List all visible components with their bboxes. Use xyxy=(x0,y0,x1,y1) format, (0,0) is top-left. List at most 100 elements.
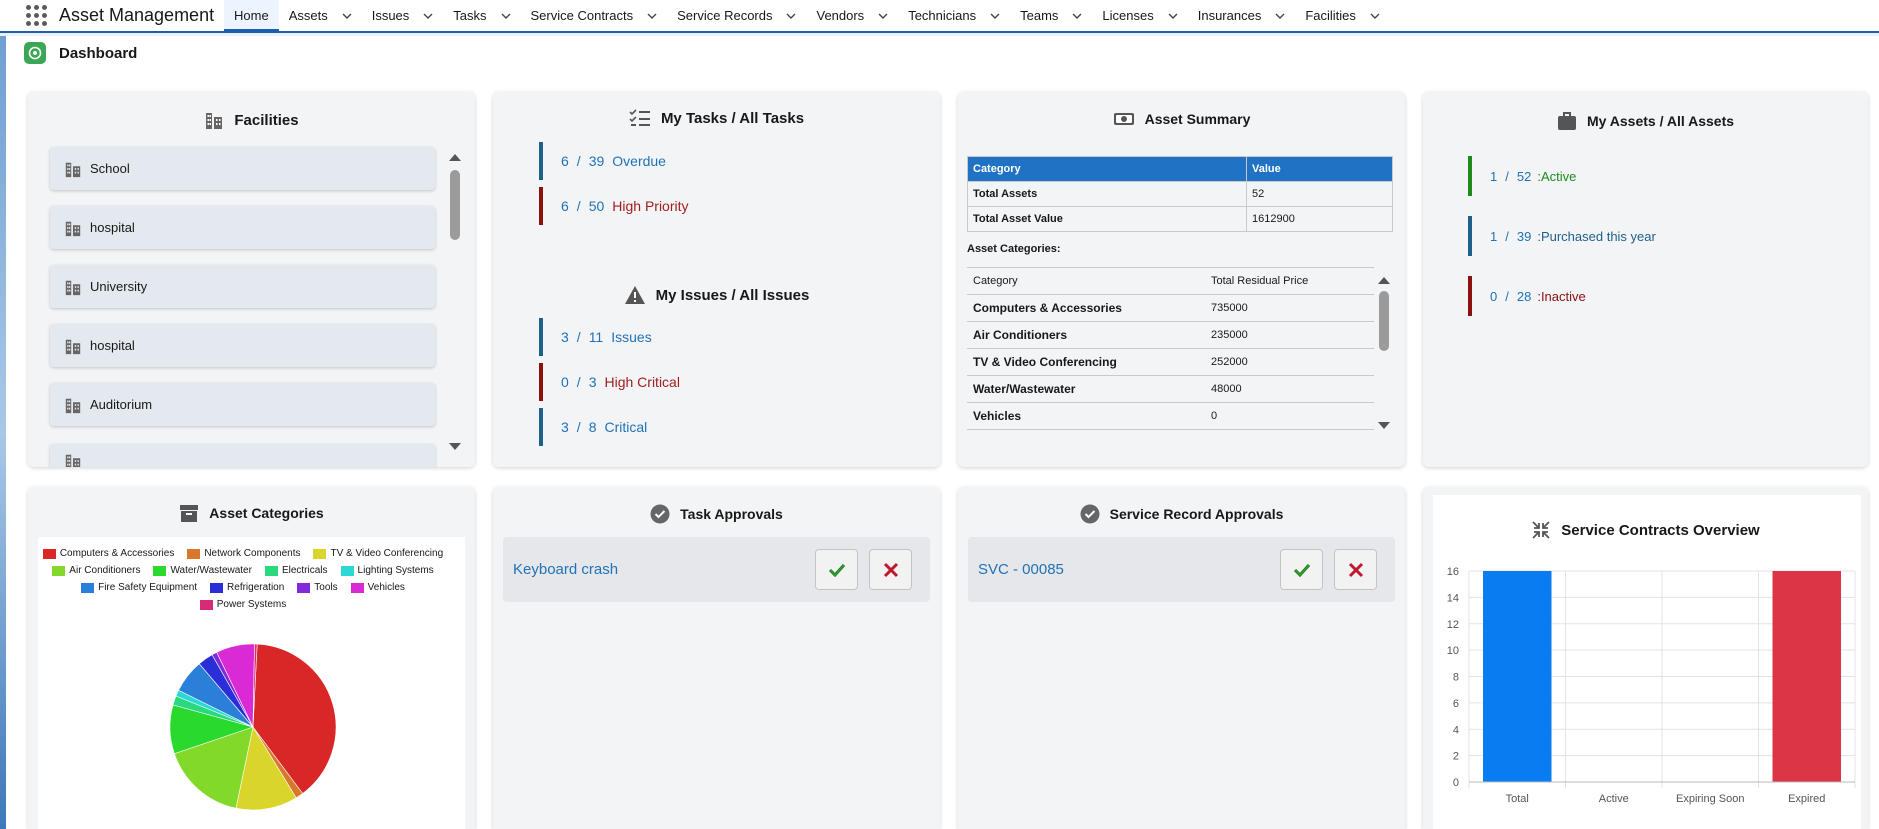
legend-item[interactable]: Network Components xyxy=(187,547,300,560)
facility-item[interactable]: University xyxy=(50,265,435,308)
nav-tab-service-contracts[interactable]: Service Contracts xyxy=(521,0,668,32)
nav-tab-insurances[interactable]: Insurances xyxy=(1188,0,1296,32)
tasks-stat-row[interactable]: 6 / 50 High Priority xyxy=(539,187,689,225)
approval-item: SVC - 00085 xyxy=(968,537,1395,602)
all-count: 8 xyxy=(588,419,597,435)
nav-tab-issues[interactable]: Issues xyxy=(362,0,444,32)
tasks-stat-row[interactable]: 6 / 39 Overdue xyxy=(539,142,666,180)
approval-item-link[interactable]: Keyboard crash xyxy=(513,561,619,578)
pie-slice[interactable] xyxy=(252,643,258,728)
scroll-down-icon[interactable] xyxy=(448,442,462,452)
nav-tab-technicians[interactable]: Technicians xyxy=(898,0,1010,32)
scroll-down-icon[interactable] xyxy=(1377,421,1391,431)
nav-tab-label: Insurances xyxy=(1197,8,1262,23)
facility-name: hospital xyxy=(90,338,135,353)
issues-stat-row[interactable]: 3 / 8 Critical xyxy=(539,408,647,446)
facility-item[interactable]: hospital xyxy=(50,324,435,367)
categories-scrollbar[interactable] xyxy=(1377,275,1391,431)
my-assets-stat-row[interactable]: 1 / 39:Purchased this year xyxy=(1468,216,1656,256)
reject-button[interactable] xyxy=(1334,549,1377,590)
reject-button[interactable] xyxy=(869,549,912,590)
issues-stat-row[interactable]: 0 / 3 High Critical xyxy=(539,363,680,401)
nav-tab-tasks[interactable]: Tasks xyxy=(443,0,520,32)
pie-slice[interactable] xyxy=(252,643,337,794)
chevron-down-icon[interactable] xyxy=(1275,11,1285,21)
legend-item[interactable]: Electricals xyxy=(264,564,328,577)
x-tick-label: Active xyxy=(1599,793,1629,805)
all-count: 39 xyxy=(588,153,605,169)
nav-tab-home[interactable]: Home xyxy=(224,0,279,32)
table-row: Air Conditioners 235000 xyxy=(967,321,1374,349)
asset-summary-table: Category Value Total Assets 52 Total Asset… xyxy=(967,156,1393,232)
my-count: 0 xyxy=(1490,288,1498,304)
nav-tab-label: Service Contracts xyxy=(530,8,634,23)
legend-item[interactable]: Vehicles xyxy=(350,581,405,594)
legend-item[interactable]: Lighting Systems xyxy=(340,564,434,577)
nav-tab-label: Technicians xyxy=(908,8,977,23)
bar[interactable] xyxy=(1772,571,1842,782)
legend-item[interactable]: Water/Wastewater xyxy=(153,564,252,577)
chevron-down-icon[interactable] xyxy=(1072,11,1082,21)
asset-categories-title-text: Asset Categories xyxy=(209,505,324,521)
nav-tab-teams[interactable]: Teams xyxy=(1010,0,1092,32)
legend-item[interactable]: Air Conditioners xyxy=(52,564,140,577)
briefcase-icon xyxy=(1557,112,1576,130)
issues-stat-row[interactable]: 3 / 11 Issues xyxy=(539,318,652,356)
legend-label: Lighting Systems xyxy=(357,565,434,576)
facility-item[interactable]: Auditorium xyxy=(50,383,435,426)
pie-legend: Computers & Accessories Network Component… xyxy=(38,547,448,611)
legend-item[interactable]: Tools xyxy=(297,581,338,594)
legend-item[interactable]: Computers & Accessories xyxy=(42,547,174,560)
legend-item[interactable]: TV & Video Conferencing xyxy=(313,547,443,560)
legend-swatch xyxy=(313,548,327,559)
app-launcher-icon[interactable] xyxy=(25,5,47,27)
approve-button[interactable] xyxy=(1280,549,1323,590)
nav-tab-licenses[interactable]: Licenses xyxy=(1092,0,1187,32)
chevron-down-icon[interactable] xyxy=(647,11,657,21)
facility-item-partial[interactable] xyxy=(50,444,435,467)
summary-cell-value: 1612900 xyxy=(1246,206,1393,232)
nav-tab-service-records[interactable]: Service Records xyxy=(667,0,806,32)
facility-item[interactable]: hospital xyxy=(50,206,435,249)
legend-item[interactable]: Power Systems xyxy=(199,598,286,611)
chevron-down-icon[interactable] xyxy=(423,11,433,21)
scrollbar-thumb[interactable] xyxy=(1379,291,1389,351)
nav-tab-label: Facilities xyxy=(1305,8,1356,23)
bar[interactable] xyxy=(1483,571,1552,782)
approval-item-link[interactable]: SVC - 00085 xyxy=(978,561,1064,578)
legend-item[interactable]: Fire Safety Equipment xyxy=(81,581,197,594)
nav-tab-label: Vendors xyxy=(816,8,865,23)
chevron-down-icon[interactable] xyxy=(501,11,511,21)
summary-cell-label: Total Assets xyxy=(967,181,1247,207)
scroll-up-icon[interactable] xyxy=(448,152,462,162)
nav-tab-vendors[interactable]: Vendors xyxy=(806,0,898,32)
price-cell: 235000 xyxy=(1205,321,1374,349)
legend-item[interactable]: Refrigeration xyxy=(210,581,284,594)
nav-tab-assets[interactable]: Assets xyxy=(279,0,362,32)
y-tick-label: 10 xyxy=(1447,645,1459,657)
check-icon xyxy=(828,563,845,577)
facilities-scrollbar[interactable] xyxy=(448,152,462,452)
all-count: 50 xyxy=(588,198,605,214)
chevron-down-icon[interactable] xyxy=(1168,11,1178,21)
nav-tab-facilities[interactable]: Facilities xyxy=(1295,0,1390,32)
legend-swatch xyxy=(350,582,364,593)
legend-label: Refrigeration xyxy=(227,582,285,593)
approve-button[interactable] xyxy=(815,549,858,590)
pie-slice[interactable] xyxy=(235,726,297,811)
scroll-up-icon[interactable] xyxy=(1377,275,1391,285)
my-assets-stat-row[interactable]: 1 / 52:Active xyxy=(1468,156,1576,196)
app-name: Asset Management xyxy=(59,5,215,25)
chevron-down-icon[interactable] xyxy=(1370,11,1380,21)
scrollbar-thumb[interactable] xyxy=(450,170,460,240)
legend-swatch xyxy=(52,565,66,576)
chevron-down-icon[interactable] xyxy=(878,11,888,21)
facility-item[interactable]: School xyxy=(50,147,435,190)
approval-item: Keyboard crash xyxy=(503,537,930,602)
my-assets-title-text: My Assets / All Assets xyxy=(1586,113,1735,129)
chevron-down-icon[interactable] xyxy=(990,11,1000,21)
chevron-down-icon[interactable] xyxy=(342,11,352,21)
x-tick-label: Expiring Soon xyxy=(1676,793,1745,805)
my-assets-stat-row[interactable]: 0 / 28:Inactive xyxy=(1468,276,1586,316)
chevron-down-icon[interactable] xyxy=(786,11,796,21)
